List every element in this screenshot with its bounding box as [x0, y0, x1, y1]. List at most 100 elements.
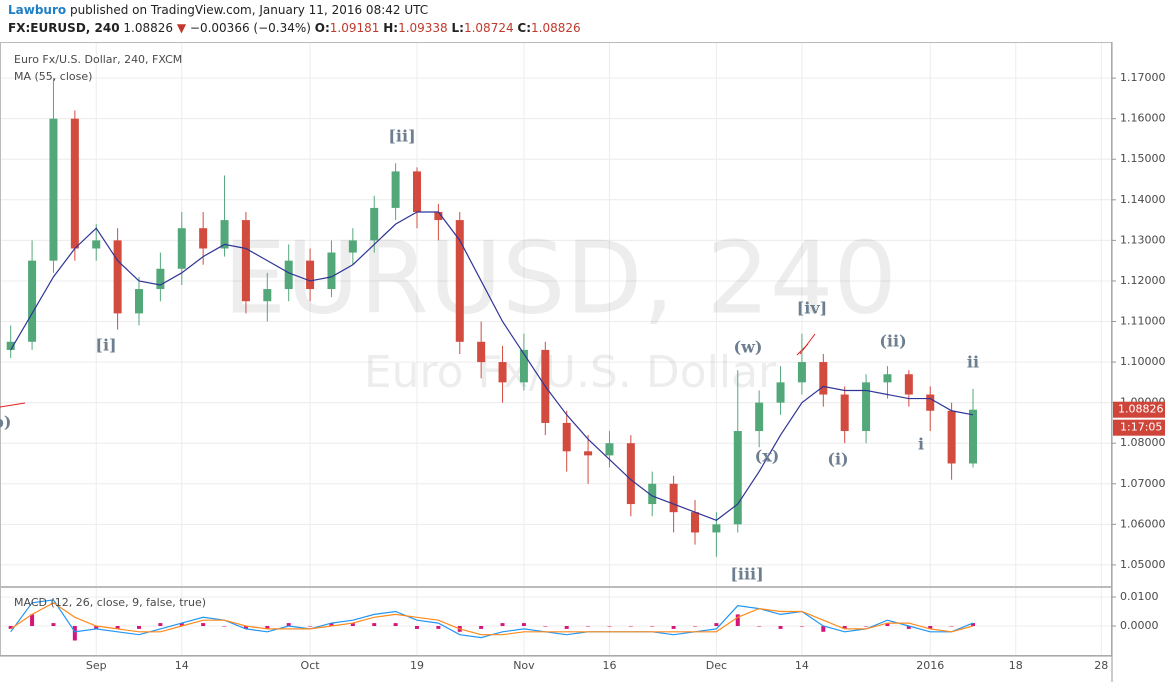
- candle-body: [92, 240, 101, 249]
- histogram-bar: [329, 623, 334, 626]
- histogram-bar: [265, 625, 270, 629]
- y-tick-label: 0.0000: [1120, 619, 1159, 632]
- wave-label: (ii): [879, 332, 906, 351]
- x-tick-label: 2016: [916, 659, 944, 672]
- candle-body: [6, 341, 15, 350]
- histogram-bar: [30, 614, 35, 626]
- histogram-bar: [885, 623, 890, 626]
- candle-body: [477, 341, 486, 363]
- candle-body: [434, 211, 443, 221]
- candle-body: [947, 410, 956, 464]
- o-label: O:: [314, 21, 330, 35]
- candle-body: [263, 289, 272, 302]
- macd-title: MACD (12, 26, close, 9, false, true): [14, 596, 206, 609]
- wave-label: [iv]: [797, 299, 828, 318]
- c-label: C:: [517, 21, 532, 35]
- y-tick-label: 1.07000: [1120, 477, 1166, 490]
- candle-body: [135, 289, 143, 314]
- x-tick-label: Oct: [301, 659, 321, 672]
- change: −0.00366 (−0.34%): [189, 21, 311, 35]
- candle-body: [883, 374, 892, 383]
- histogram-bar: [949, 625, 954, 627]
- histogram-bar: [821, 625, 826, 632]
- h: 1.09338: [398, 21, 448, 35]
- candle-body: [241, 220, 250, 302]
- histogram-bar: [158, 623, 163, 626]
- histogram-bar: [799, 625, 804, 627]
- x-tick-label: Sep: [86, 659, 107, 672]
- candle-body: [391, 171, 400, 208]
- candle-body: [284, 260, 293, 290]
- candle-body: [755, 402, 764, 432]
- histogram-bar: [8, 625, 13, 629]
- y-tick-label: 1.06000: [1120, 517, 1166, 530]
- histogram-bar: [372, 623, 377, 626]
- countdown-label: 1:17:05: [1120, 421, 1162, 434]
- histogram-bar: [500, 623, 505, 626]
- x-tick-label: Nov: [513, 659, 535, 672]
- histogram-bar: [928, 625, 933, 629]
- histogram-bar: [243, 625, 248, 629]
- candle-body: [413, 171, 421, 212]
- histogram-bar: [607, 625, 612, 627]
- x-tick-label: 19: [410, 659, 424, 672]
- candle-body: [626, 443, 635, 505]
- histogram-bar: [415, 625, 419, 629]
- l-label: L:: [451, 21, 464, 35]
- y-tick-label: 1.12000: [1120, 274, 1166, 287]
- y-tick-label: 1.15000: [1120, 152, 1166, 165]
- y-tick-label: 1.16000: [1120, 112, 1166, 125]
- histogram-bar: [115, 625, 120, 629]
- x-tick-label: 18: [1009, 659, 1023, 672]
- y-tick-label: 1.11000: [1120, 315, 1166, 328]
- histogram-bar: [714, 623, 719, 626]
- candle-body: [605, 443, 614, 456]
- pane-title: Euro Fx/U.S. Dollar, 240, FXCM: [14, 53, 182, 66]
- wave-label: ii: [967, 353, 979, 372]
- macd-line: [10, 602, 974, 636]
- histogram-bar: [350, 623, 355, 626]
- histogram-bar: [564, 625, 569, 629]
- histogram-bar: [864, 625, 869, 627]
- y-tick-label: 1.17000: [1120, 71, 1166, 84]
- trend-line: [0, 402, 26, 408]
- candle-body: [348, 240, 357, 253]
- histogram-bar: [906, 625, 911, 629]
- candle-body: [840, 394, 849, 432]
- wave-label: (i): [827, 450, 848, 469]
- candle-body: [199, 228, 208, 249]
- candle-body: [49, 118, 58, 261]
- candle-body: [306, 260, 315, 290]
- h-label: H:: [383, 21, 399, 35]
- x-tick-label: 14: [175, 659, 189, 672]
- candle-body: [370, 207, 379, 241]
- candle-body: [733, 431, 742, 525]
- histogram-bar: [286, 623, 291, 626]
- header: Lawburo published on TradingView.com, Ja…: [0, 0, 1169, 40]
- y-tick-label: 1.08000: [1120, 436, 1166, 449]
- author[interactable]: Lawburo: [8, 3, 67, 17]
- c: 1.08826: [531, 21, 581, 35]
- y-tick-label: 1.14000: [1120, 193, 1166, 206]
- candle-body: [498, 362, 507, 383]
- price-tag: [1113, 401, 1165, 418]
- histogram-bar: [51, 623, 56, 626]
- histogram-bar: [757, 625, 762, 627]
- x-tick-label: Dec: [706, 659, 727, 672]
- histogram-bar: [137, 625, 141, 629]
- histogram-bar: [842, 625, 847, 629]
- histogram-bar: [179, 623, 184, 626]
- y-tick-label: 1.10000: [1120, 355, 1166, 368]
- candle-body: [327, 252, 336, 290]
- histogram-bar: [222, 625, 227, 627]
- wave-label: [ii]: [388, 127, 415, 146]
- candle-body: [113, 240, 122, 314]
- candle-body: [926, 394, 935, 411]
- histogram-bar: [586, 625, 591, 627]
- candle-body: [862, 382, 871, 432]
- histogram-bar: [778, 625, 783, 629]
- candle-body: [669, 483, 678, 513]
- wave-label: (w): [734, 338, 763, 357]
- candle-body: [177, 228, 186, 269]
